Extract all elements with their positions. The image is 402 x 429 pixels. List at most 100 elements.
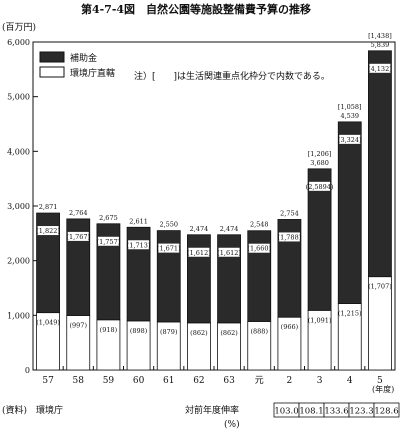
growth-value: 103.0 [274,407,298,417]
label-direct: (862) [220,329,238,337]
y-tick-label: 1,000 [7,311,30,320]
bars: (1,049) (1,822) 2,871 (997) (1,767) 2,764 (918… [36,32,392,371]
bar-subsidy-5 [368,50,392,278]
label-direct: (888) [251,327,269,335]
chart-title: 第4-7-4図 自然公園等施設整備費予算の推移 [81,2,311,16]
source-label: (資料) 環境庁 [2,404,63,416]
growth-label: 対前年度伸率 [185,404,239,416]
bar-subsidy-59 [96,223,121,321]
growth-cell [373,402,400,418]
x-tick-label: 3 [317,376,323,386]
label-direct: (1,049) [36,319,60,327]
x-tick-label: 60 [133,376,145,386]
x-tick-label: 5 [377,376,383,386]
label-subsidy: (1,660) [247,245,271,253]
legend-swatch-direct [39,66,65,78]
x-tick-label: 57 [42,376,54,386]
label-direct: (1,215) [338,310,362,318]
y-tick-label: 5,000 [7,93,30,102]
x-tick-label: 62 [193,376,204,386]
x-tick-label: 63 [223,376,235,386]
y-tick-label: 2,000 [7,257,30,266]
label-total: 4,539 [340,112,359,120]
label-box-subsidy [37,226,59,236]
label-box-subsidy [339,134,361,144]
label-box-subsidy [278,232,300,242]
bar-subsidy-2 [277,219,302,318]
legend-swatch-subsidy [39,51,65,63]
label-direct: (1,707) [368,283,392,291]
bar-subsidy-62 [187,234,211,324]
legend-label-direct: 環境庁直轄 [70,67,115,79]
bar-subsidy-58 [66,218,91,316]
bar-subsidy-61 [156,230,181,323]
x-unit-label: (年度) [372,384,394,394]
growth-value: 133.6 [324,407,348,417]
y-tick-label: 6,000 [7,38,30,47]
bar-subsidy-60 [126,226,151,322]
label-subsidy: (1,612) [217,249,241,257]
growth-unit: (%) [224,419,240,429]
label-subsidy: (1,767) [66,233,90,241]
growth-value: 123.3 [349,407,373,417]
label-total: 2,754 [280,209,299,217]
label-box-subsidy [188,247,210,257]
label-direct: (1,091) [308,316,332,324]
label-total: 2,611 [129,217,148,225]
bar-subsidy-63 [217,234,241,324]
label-box-subsidy [67,231,89,241]
label-box-subsidy [369,63,391,73]
label-total: 2,550 [159,221,178,229]
label-total: 3,680 [310,159,329,167]
label-box-subsidy [158,243,180,253]
label-total: 2,474 [190,225,209,233]
label-box-subsidy [97,236,119,246]
label-subsidy: (3,324) [338,136,362,144]
label-bracket: [1,206] [308,150,332,158]
label-subsidy: (1,713) [127,241,151,249]
x-tick-label: 4 [347,376,353,386]
label-total: 2,764 [69,209,88,217]
bar-subsidy-元 [247,230,272,322]
bar-subsidy-4 [337,121,362,304]
x-tick-label: 2 [287,376,293,386]
label-subsidy: (4,132) [368,65,392,73]
label-total: 5,839 [371,41,390,49]
label-direct: (898) [130,327,148,335]
growth-value: 108.1 [299,407,323,417]
label-total: 2,474 [220,225,239,233]
y-unit-label: (百万円) [2,22,36,33]
growth-value: 128.6 [374,407,398,417]
label-total: 2,871 [39,203,58,211]
label-direct: (862) [190,329,208,337]
label-subsidy: (1,757) [97,238,121,246]
x-tick-label: 元 [255,376,264,386]
label-direct: (918) [100,326,118,334]
growth-table: 103.0 108.1 133.6 123.3 128.6 [273,402,400,418]
label-total: 2,675 [99,214,118,222]
legend-label-subsidy: 補助金 [70,52,97,64]
label-direct: (997) [70,321,88,329]
x-tick-label: 59 [103,376,115,386]
label-bracket: [1,438] [368,32,392,40]
y-tick-label: 4,000 [7,147,30,156]
x-tick-label: 58 [73,376,85,386]
label-subsidy: (2,5894) [306,183,334,191]
y-tick-label: 0 [25,366,30,375]
label-total: 2,548 [250,221,269,229]
label-box-subsidy [248,243,270,253]
y-axis: 0 1,000 2,000 3,000 4,000 5,000 6,000 [7,38,38,375]
label-subsidy: (1,822) [36,227,60,235]
chart-note: 注）[ ]は生活関連重点化枠分で内数である。 [134,70,330,82]
label-direct: (879) [160,328,178,336]
label-direct: (966) [281,323,299,331]
x-tick-label: 61 [163,376,174,386]
bar-subsidy-57 [36,212,60,314]
label-subsidy: (1,612) [187,249,211,257]
bar-subsidy-3 [307,168,332,311]
label-box-subsidy [128,240,150,250]
legend: 補助金 環境庁直轄 [39,51,115,79]
x-axis: 57 58 59 60 61 62 63 元 2 3 4 5 [32,366,383,386]
label-subsidy: (1,788) [278,233,302,241]
